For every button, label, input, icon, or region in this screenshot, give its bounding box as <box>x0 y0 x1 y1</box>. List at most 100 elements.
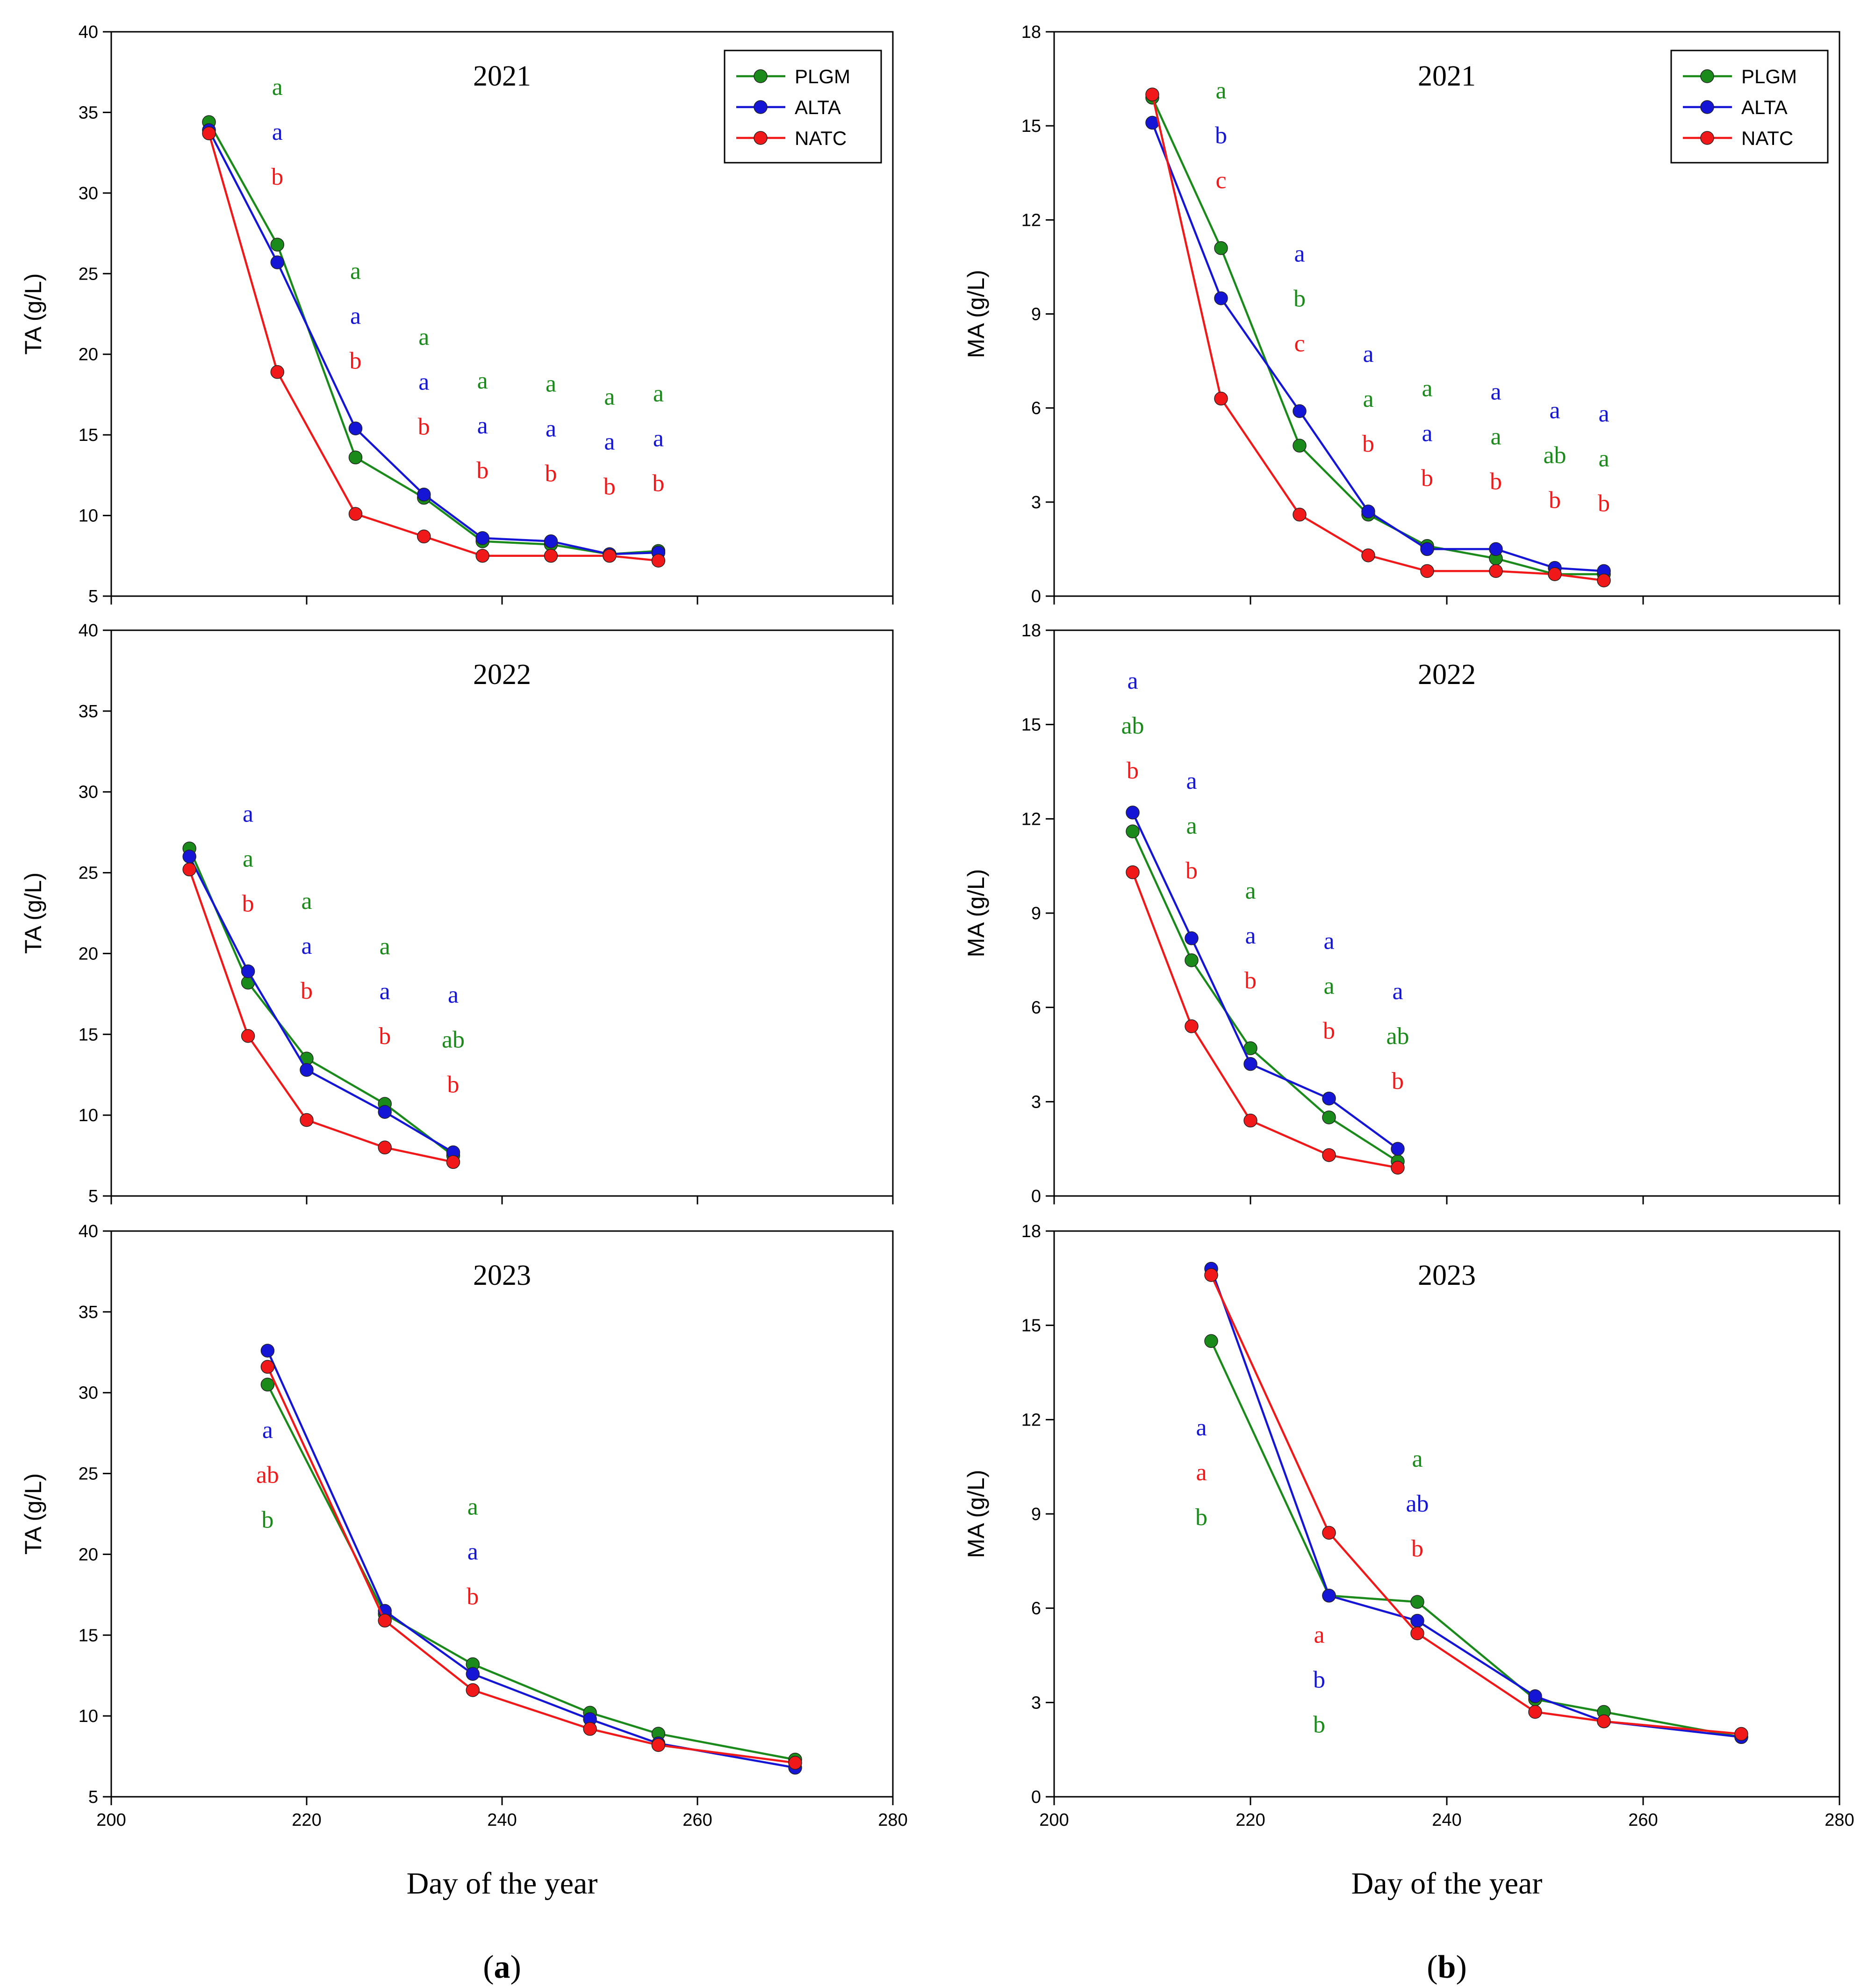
data-point-natc <box>583 1722 597 1736</box>
significance-letter: b <box>1411 1535 1423 1562</box>
y-tick-label: 20 <box>79 944 98 964</box>
x-tick-label: 280 <box>878 1810 907 1830</box>
data-point-natc <box>202 126 216 141</box>
legend-marker-plgm <box>1700 69 1714 83</box>
significance-letter: a <box>1196 1459 1207 1486</box>
legend-marker-alta <box>754 100 768 114</box>
significance-letter: b <box>1362 431 1374 457</box>
y-tick-label: 18 <box>1021 621 1041 641</box>
y-tick-label: 25 <box>79 864 98 883</box>
series-line-alta <box>208 130 659 555</box>
data-point-natc <box>1293 507 1307 522</box>
data-point-natc <box>446 1155 460 1169</box>
y-tick-label: 35 <box>79 103 98 122</box>
y-axis-label: TA (g/L) <box>20 273 46 354</box>
y-axis-label: TA (g/L) <box>20 1473 46 1555</box>
data-point-natc <box>1126 865 1140 879</box>
significance-letter: b <box>447 1072 460 1098</box>
data-point-plgm <box>1126 824 1140 838</box>
significance-letter: a <box>418 324 429 351</box>
chart-title: 2023 <box>1418 1260 1476 1291</box>
data-point-natc <box>1361 548 1375 562</box>
y-tick-label: 25 <box>79 1464 98 1484</box>
significance-letter: a <box>380 933 390 960</box>
y-axis-label: MA (g/L) <box>963 270 989 358</box>
data-point-natc <box>1410 1626 1424 1641</box>
significance-letter: b <box>1313 1667 1325 1693</box>
panel-label-a: (a) <box>483 1949 521 1985</box>
data-point-natc <box>1322 1148 1336 1162</box>
data-point-natc <box>1145 87 1159 101</box>
legend: PLGM ALTA NATC <box>1670 50 1829 164</box>
data-point-natc <box>1322 1526 1336 1540</box>
panel-paren-close: ) <box>510 1949 521 1985</box>
x-tick-label: 220 <box>292 1810 321 1830</box>
significance-letter: b <box>1549 487 1561 514</box>
chart-title: 2021 <box>473 60 531 92</box>
chart-title: 2023 <box>473 1260 531 1291</box>
y-tick-label: 5 <box>88 587 98 606</box>
significance-letter: b <box>545 461 557 487</box>
significance-letter: a <box>477 367 488 394</box>
significance-letter: a <box>1598 400 1609 427</box>
chart-title: 2021 <box>1418 60 1476 92</box>
chart-panel-a-2023: 5 10 15 20 25 30 35 40 200 220 240 260 280 TA (g/L) 20… <box>20 1222 908 1830</box>
data-point-plgm <box>270 238 285 252</box>
data-point-alta <box>241 964 255 979</box>
significance-letter: a <box>1245 878 1256 904</box>
data-point-alta <box>1391 1142 1405 1156</box>
significance-letter: a <box>546 371 556 397</box>
data-point-alta <box>544 534 558 548</box>
data-point-alta <box>378 1105 392 1119</box>
series-line-plgm <box>1210 1340 1742 1738</box>
data-point-natc <box>651 1738 666 1752</box>
y-tick-label: 15 <box>79 1025 98 1044</box>
significance-letter: c <box>1215 167 1226 194</box>
significance-letter: b <box>271 164 283 190</box>
data-point-plgm <box>1214 241 1228 255</box>
significance-letter: a <box>1490 423 1501 450</box>
y-tick-label: 3 <box>1031 493 1041 512</box>
y-tick-label: 12 <box>1021 210 1041 230</box>
series-line-alta <box>1151 122 1604 572</box>
data-point-alta <box>348 421 363 436</box>
significance-letter: a <box>1196 1414 1207 1441</box>
legend-marker-natc <box>1700 131 1714 145</box>
y-tick-label: 3 <box>1031 1693 1041 1713</box>
data-point-plgm <box>1293 439 1307 453</box>
significance-letter: ab <box>256 1462 279 1489</box>
data-point-natc <box>1243 1113 1257 1128</box>
significance-letter: c <box>1294 330 1305 357</box>
data-point-alta <box>1214 291 1228 305</box>
data-point-plgm <box>260 1377 275 1392</box>
chart-title: 2022 <box>473 659 531 691</box>
series-line-natc <box>266 1366 796 1764</box>
data-point-alta <box>1420 542 1434 556</box>
series-line-plgm <box>1131 831 1399 1162</box>
x-tick-label: 240 <box>487 1810 517 1830</box>
data-point-natc <box>1734 1727 1748 1741</box>
data-point-alta <box>300 1063 314 1077</box>
legend-label-plgm: PLGM <box>795 65 850 87</box>
significance-letter: a <box>477 412 488 439</box>
y-tick-label: 10 <box>79 1707 98 1726</box>
significance-letter: a <box>448 982 459 1008</box>
significance-letter: ab <box>1543 442 1566 469</box>
x-tick-label: 260 <box>682 1810 712 1830</box>
legend-label-alta: ALTA <box>795 96 841 118</box>
series-line-plgm <box>188 848 454 1157</box>
data-point-plgm <box>1410 1595 1424 1609</box>
significance-letter: a <box>1422 375 1432 402</box>
significance-letter: b <box>261 1507 273 1534</box>
panel-label-b: (b) <box>1427 1949 1467 1985</box>
series-line-alta <box>188 856 454 1153</box>
significance-letter: a <box>467 1539 478 1565</box>
x-tick-label: 240 <box>1432 1810 1461 1830</box>
data-point-natc <box>1185 1019 1199 1033</box>
significance-letter: b <box>1127 757 1139 784</box>
data-point-alta <box>1361 504 1375 519</box>
plot-frame <box>110 1230 894 1798</box>
